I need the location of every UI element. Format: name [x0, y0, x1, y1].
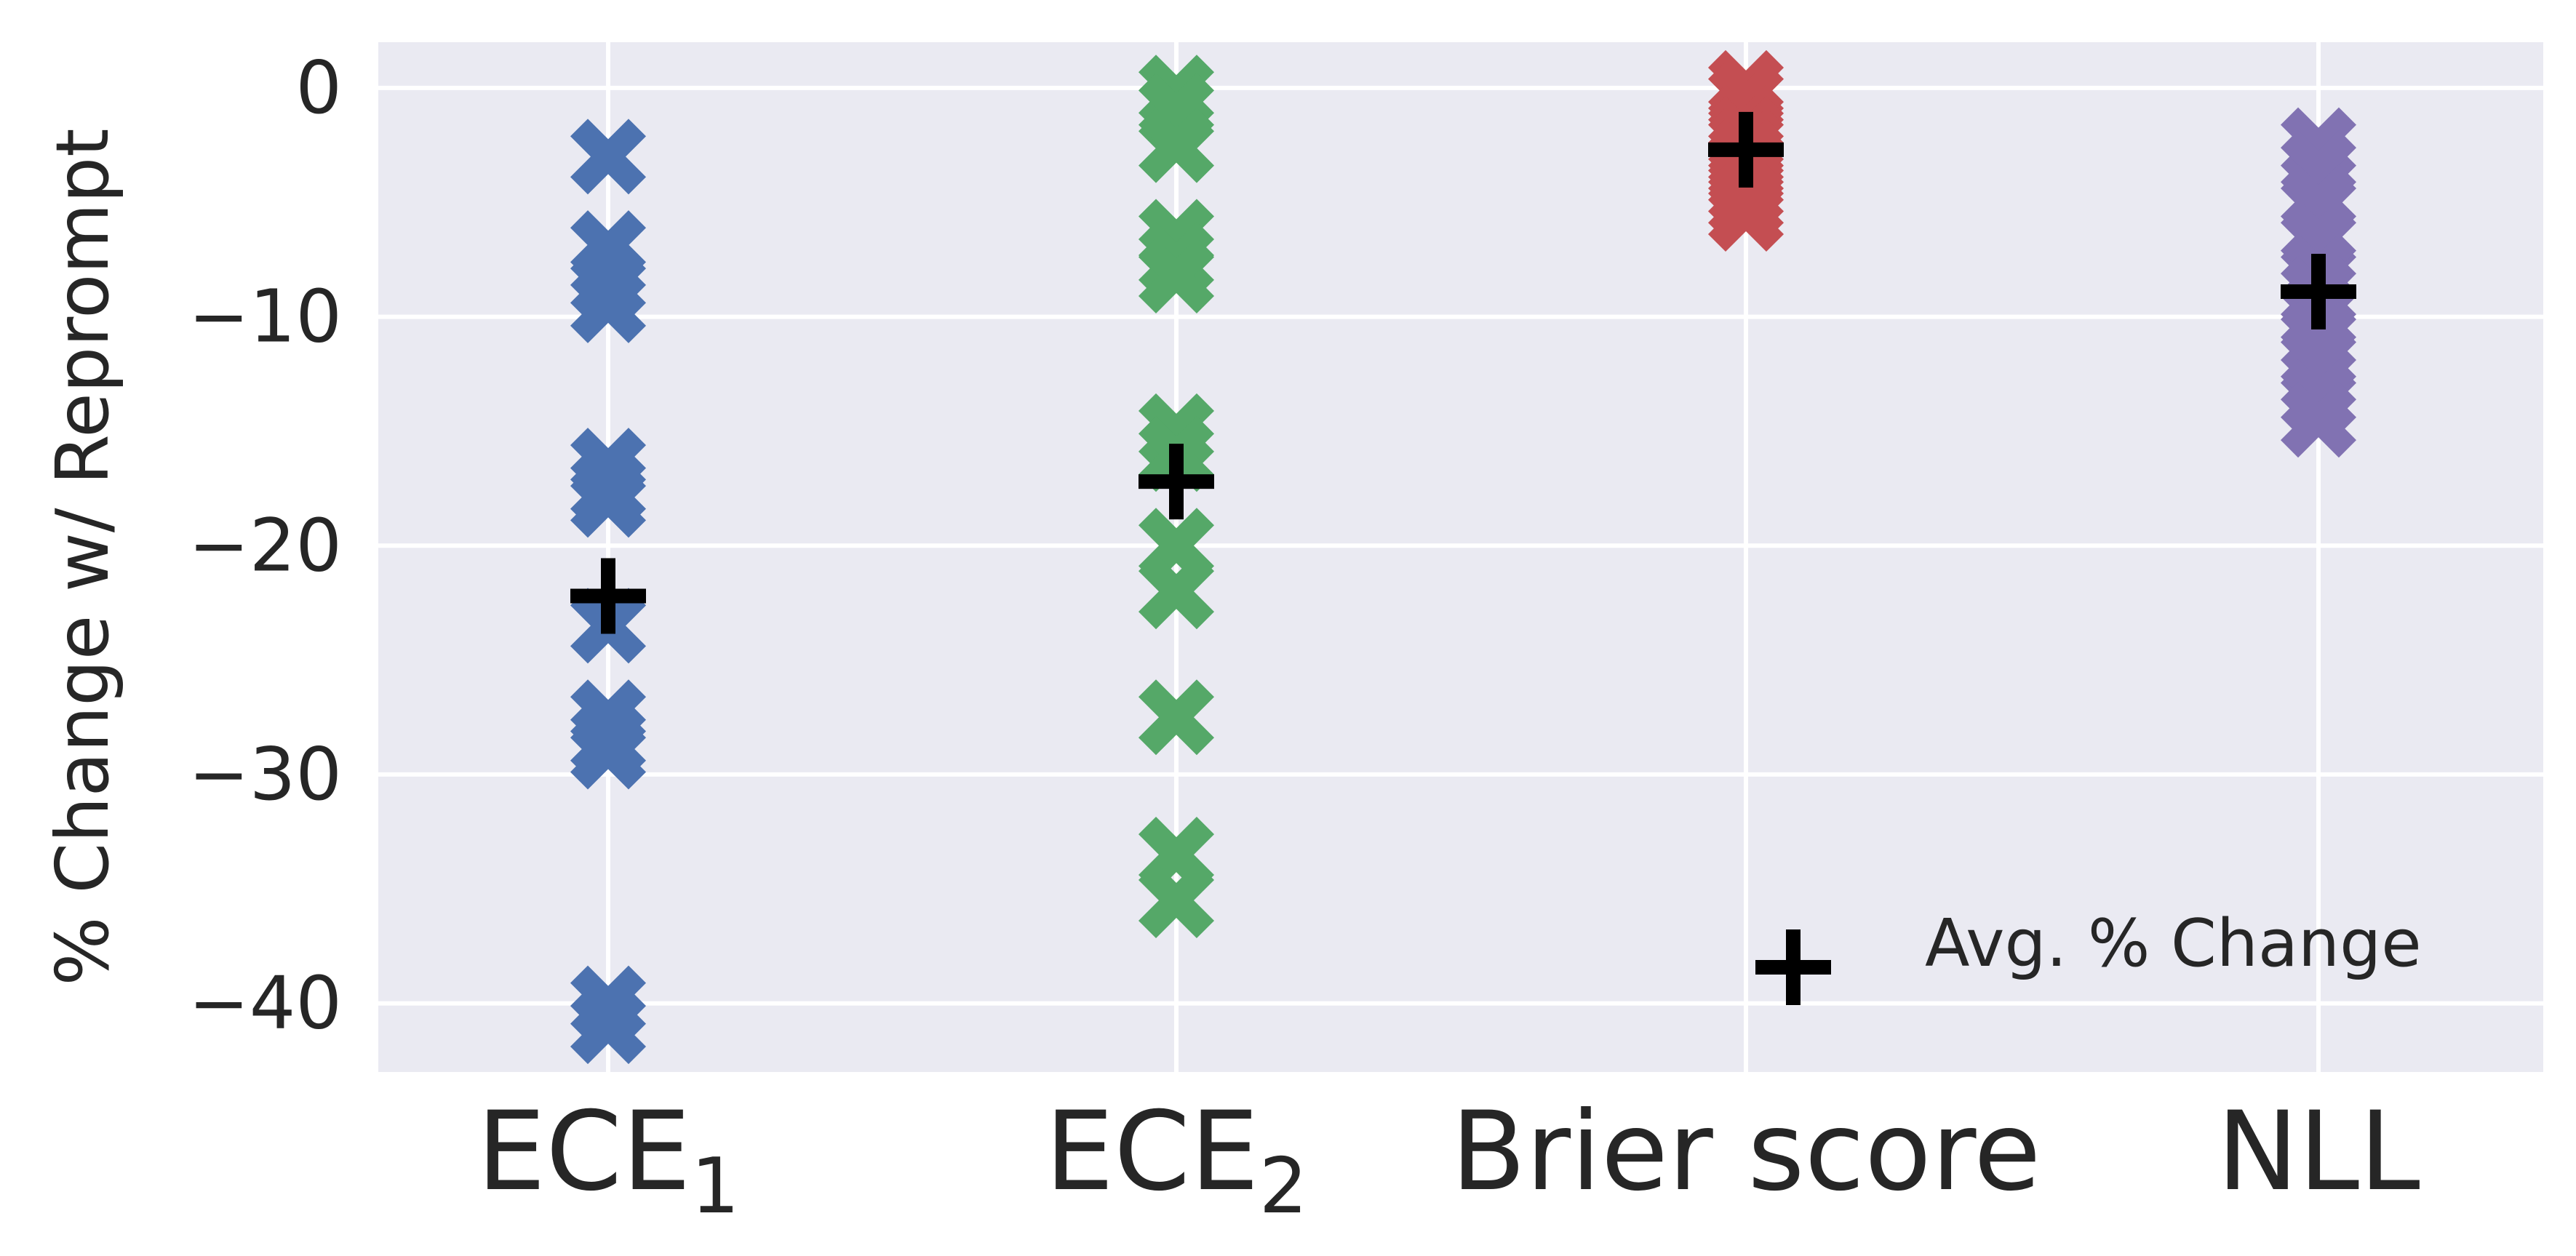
average-marker [570, 558, 646, 634]
legend-label: Avg. % Change [1925, 905, 2422, 982]
x-tick-labels: ECE1 ECE2 Brier score NLL [476, 1089, 2420, 1231]
y-tick-label: 0 [295, 45, 342, 130]
x-marker [1138, 107, 1215, 183]
x-tick-label: Brier score [1451, 1089, 2041, 1215]
legend-average-marker [1755, 929, 1831, 1005]
x-tick-label: NLL [2217, 1089, 2420, 1215]
average-marker [1139, 444, 1214, 520]
x-marker [570, 462, 647, 538]
average-marker [1708, 111, 1784, 188]
x-marker [570, 267, 647, 343]
x-tick-label: ECE1 [476, 1089, 739, 1231]
plot-background [378, 42, 2543, 1072]
x-marker [2280, 382, 2357, 458]
x-marker [1138, 862, 1215, 939]
y-tick-label: −30 [188, 732, 342, 817]
y-tick-label: −10 [188, 274, 342, 359]
x-marker [1138, 679, 1215, 756]
y-tick-label: −40 [188, 961, 342, 1046]
x-tick-label: ECE2 [1045, 1089, 1307, 1231]
x-marker [1138, 237, 1215, 313]
x-marker [1138, 553, 1215, 630]
legend-plus-icon [1755, 929, 1831, 1005]
average-markers [570, 111, 2356, 634]
legend: Avg. % Change [1755, 905, 2422, 1005]
y-axis-label: % Change w/ Reprompt [40, 129, 125, 986]
x-marker [570, 713, 647, 790]
x-marker [1707, 175, 1785, 252]
y-tick-labels: 0 −10 −20 −30 −40 [188, 45, 342, 1046]
x-marker [570, 119, 647, 195]
average-marker [2281, 253, 2356, 329]
x-marker [570, 988, 647, 1065]
y-tick-label: −20 [188, 503, 342, 588]
